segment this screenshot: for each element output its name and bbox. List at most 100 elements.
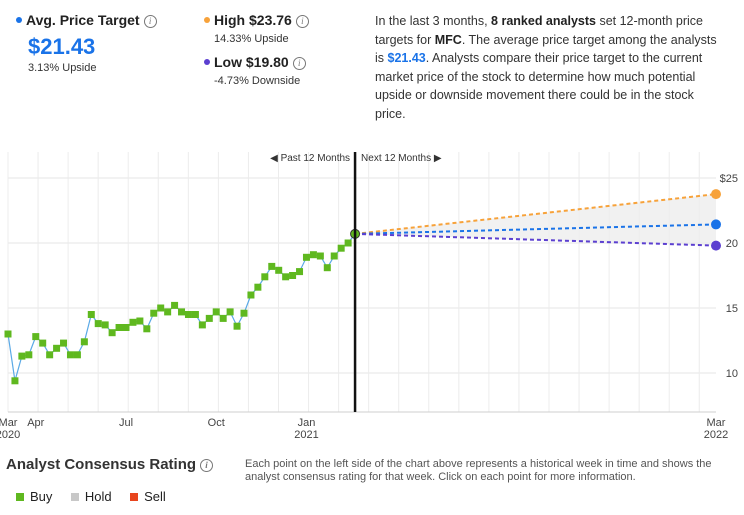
rating-point xyxy=(80,338,88,346)
rating-point xyxy=(143,325,151,333)
rating-point xyxy=(240,309,248,317)
x-tick-year: 2022 xyxy=(704,429,728,441)
x-tick-label: Jul xyxy=(119,417,133,429)
avg-dot xyxy=(16,17,22,23)
desc-text: set 12-month price targets for xyxy=(375,14,703,47)
x-tick-label: Oct xyxy=(208,417,225,429)
rating-point xyxy=(309,251,317,259)
rating-point xyxy=(282,273,290,281)
price-history-series xyxy=(4,228,361,385)
rating-point xyxy=(60,339,68,347)
legend-sell-label: Sell xyxy=(144,489,166,504)
info-icon[interactable]: i xyxy=(143,15,157,28)
chart-grid xyxy=(7,152,716,412)
low-downside: -4.73% Downside xyxy=(214,75,301,87)
rating-point xyxy=(157,304,165,312)
high-target-point xyxy=(711,189,721,200)
rating-point xyxy=(171,301,179,309)
desc-analyst-count: 8 ranked analysts xyxy=(491,14,596,28)
x-tick-label: Mar xyxy=(0,417,18,429)
rating-point xyxy=(226,308,234,316)
rating-point xyxy=(164,308,172,316)
desc-ticker: MFC xyxy=(434,32,462,47)
rating-point xyxy=(39,339,47,347)
desc-text: . Analysts compare their price target to… xyxy=(375,51,703,121)
rating-point xyxy=(87,311,95,318)
rating-point xyxy=(198,321,206,329)
rating-point xyxy=(18,352,26,360)
rating-point xyxy=(289,272,297,279)
desc-avg-price: $21.43 xyxy=(387,51,426,65)
rating-point xyxy=(101,321,109,329)
next-12-months-label: Next 12 Months ▶ xyxy=(361,153,442,164)
rating-point xyxy=(275,266,283,274)
legend-buy-label: Buy xyxy=(30,489,53,504)
projection-range-area xyxy=(355,194,716,246)
legend-sell[interactable]: Sell xyxy=(130,489,166,504)
rating-point xyxy=(323,264,331,272)
x-tick-label: Apr xyxy=(27,417,44,429)
legend-hold-label: Hold xyxy=(84,489,112,504)
rating-point xyxy=(4,330,12,338)
high-target-block: High $23.76 i 14.33% Upside xyxy=(204,12,309,45)
low-label: Low $19.80 xyxy=(214,54,289,70)
x-tick-year: 2021 xyxy=(294,429,318,441)
consensus-title-block: Analyst Consensus Rating i xyxy=(6,456,214,473)
info-icon[interactable]: i xyxy=(200,459,214,472)
price-target-chart[interactable]: $25201510Mar2020AprJulOctJan2021Mar2022◀… xyxy=(0,140,744,445)
rating-point xyxy=(233,322,241,330)
past-12-months-label: ◀ Past 12 Months xyxy=(270,153,350,164)
rating-point xyxy=(337,244,345,252)
rating-point xyxy=(115,324,123,331)
rating-point xyxy=(11,377,19,385)
rating-point xyxy=(122,324,130,331)
avg-value: $21.43 xyxy=(28,34,96,59)
hold-swatch xyxy=(70,493,79,501)
info-icon[interactable]: i xyxy=(295,15,309,28)
legend-buy[interactable]: Buy xyxy=(16,489,52,504)
consensus-description: Each point on the left side of the chart… xyxy=(245,458,712,483)
rating-point xyxy=(268,262,276,270)
chart-axes: $25201510Mar2020AprJulOctJan2021Mar2022◀… xyxy=(0,152,738,441)
rating-point xyxy=(254,283,262,291)
rating-point xyxy=(302,253,310,261)
y-tick-label: 15 xyxy=(726,303,738,315)
high-dot xyxy=(204,17,210,23)
rating-point xyxy=(247,291,255,299)
rating-point xyxy=(184,311,192,318)
average-target-point xyxy=(711,219,721,230)
x-tick-year: 2020 xyxy=(0,429,20,441)
low-target-point xyxy=(711,240,721,251)
x-tick-label: Jan xyxy=(298,417,316,429)
high-upside: 14.33% Upside xyxy=(214,33,289,45)
rating-point xyxy=(219,314,227,322)
rating-point xyxy=(129,318,137,326)
sell-swatch xyxy=(130,493,139,501)
buy-swatch xyxy=(16,493,24,501)
low-target-block: Low $19.80 i -4.73% Downside xyxy=(204,54,306,87)
consensus-legend: Buy Hold Sell xyxy=(16,488,180,506)
rating-point xyxy=(53,344,61,352)
desc-text: In the last 3 months, xyxy=(375,14,492,28)
rating-point xyxy=(136,317,144,325)
avg-upside: 3.13% Upside xyxy=(28,62,97,74)
desc-text: . The average price target among the ana… xyxy=(375,32,717,66)
projection-lines xyxy=(354,189,721,251)
rating-point xyxy=(66,351,74,359)
rating-point xyxy=(178,308,186,316)
rating-point xyxy=(191,311,199,318)
rating-point xyxy=(32,333,40,341)
consensus-title: Analyst Consensus Rating xyxy=(6,456,197,473)
rating-point xyxy=(205,314,213,322)
high-label: High $23.76 xyxy=(214,12,292,28)
info-icon[interactable]: i xyxy=(292,57,306,70)
legend-hold[interactable]: Hold xyxy=(70,489,112,504)
low-dot xyxy=(204,59,210,65)
y-tick-label: 10 xyxy=(726,368,738,380)
rating-point xyxy=(73,351,81,359)
rating-point xyxy=(150,309,158,317)
rating-point xyxy=(46,351,54,359)
avg-target-block: Avg. Price Target i $21.43 3.13% Upside xyxy=(16,12,157,74)
rating-point xyxy=(94,320,102,328)
y-tick-label: $25 xyxy=(720,173,738,185)
